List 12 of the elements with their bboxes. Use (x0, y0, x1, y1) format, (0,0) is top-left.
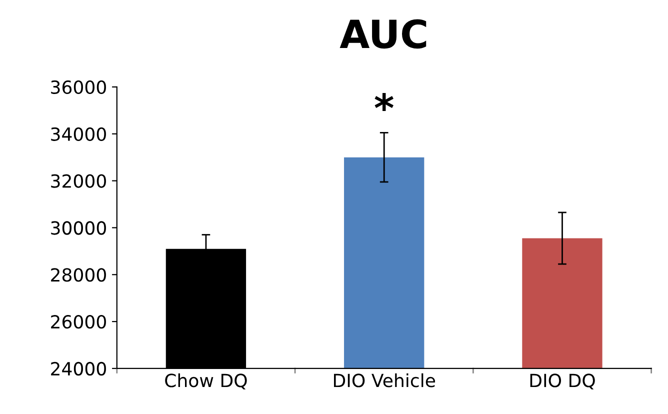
x-tick-label: Chow DQ (165, 373, 247, 390)
x-tick-label: DIO DQ (530, 374, 595, 390)
y-tick-label: 32000 (51, 174, 106, 188)
x-tick-label: DIO Vehicle (334, 373, 436, 388)
y-tick-label: 34000 (51, 127, 106, 141)
y-tick-label: 28000 (51, 268, 106, 282)
y-tick-label: 30000 (51, 221, 106, 235)
y-tick-label: 26000 (51, 315, 106, 329)
chart-title: AUC (340, 19, 426, 49)
y-tick-label: 36000 (51, 80, 106, 94)
annotation: * (374, 92, 394, 112)
y-tick-label: 24000 (51, 362, 106, 376)
